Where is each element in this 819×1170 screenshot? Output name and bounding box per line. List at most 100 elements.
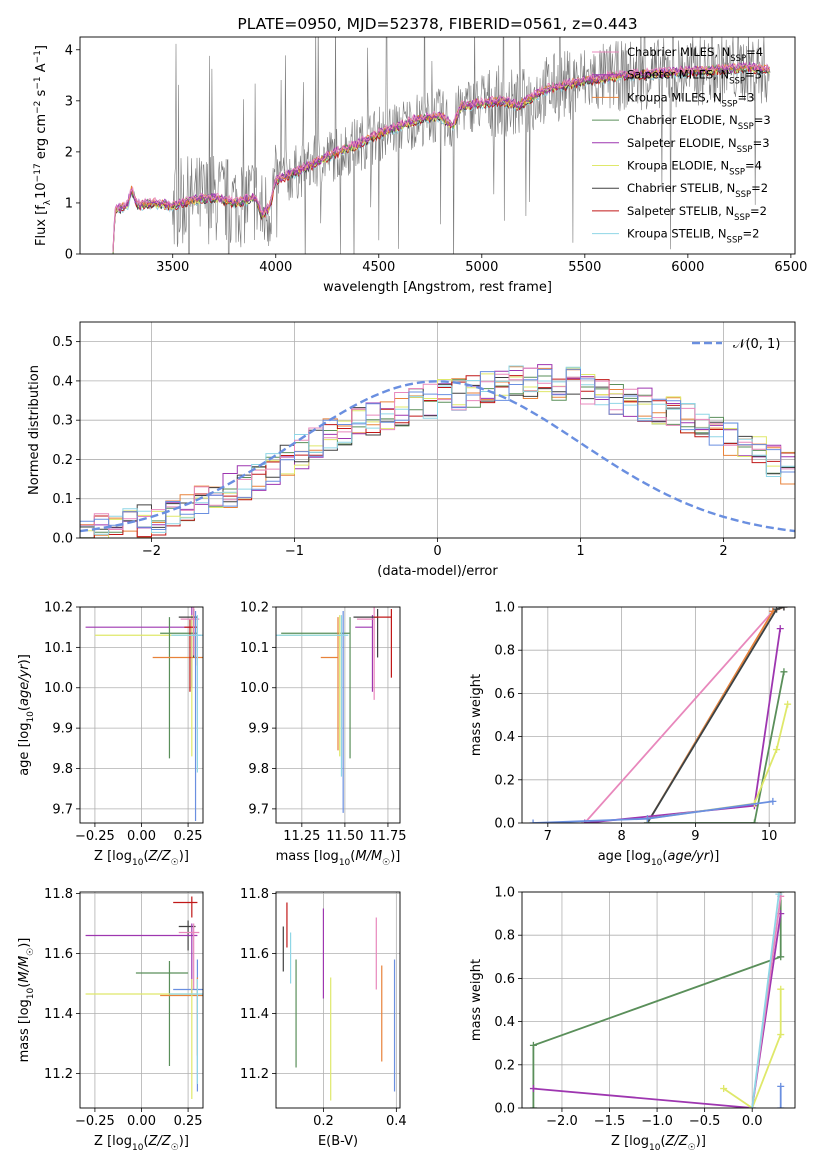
legend-sub: SSP xyxy=(722,99,738,109)
y-tick-label: 4 xyxy=(65,43,73,58)
x-axis-label-part: E(B-V) xyxy=(318,1134,358,1149)
y-tick-label: 0 xyxy=(65,248,73,263)
weight-line-purple xyxy=(584,628,782,823)
weight-marker-yellow xyxy=(777,985,785,993)
y-axis-label-part: −1 xyxy=(33,50,43,63)
normal-reference-curve xyxy=(80,380,795,533)
legend-suffix: =3 xyxy=(737,90,754,104)
chart-title: PLATE=0950, MJD=52378, FIBERID=0561, z=0… xyxy=(237,15,637,33)
y-tick-label: 9.9 xyxy=(248,722,269,737)
x-tick-label: 6000 xyxy=(671,260,704,275)
x-axis-label-part: mass [log xyxy=(276,849,339,864)
y-tick-label: 10.2 xyxy=(240,601,269,616)
y-tick-label: 1.0 xyxy=(494,601,515,616)
age_vs_Z-axes: −0.25 0.00 0.25 9.7 9.8 9.9 10.0 10.1 10.2 Z [log… xyxy=(17,601,204,868)
weight-marker-dark xyxy=(780,607,788,611)
x-axis-label-part: )] xyxy=(709,849,719,864)
y-tick-label: 0.0 xyxy=(494,817,515,832)
x-tick-label: −2.0 xyxy=(546,1114,578,1129)
weight-marker-blue xyxy=(529,819,537,823)
x-tick-label: 4500 xyxy=(362,260,395,275)
x-axis-label-part: ☉ xyxy=(688,1143,696,1153)
y-axis-label-part: M/M xyxy=(17,956,32,983)
y-axis-label-part: 10 xyxy=(26,711,36,723)
weight-marker-yellow xyxy=(777,1031,785,1039)
x-axis-label-part: ( xyxy=(660,1134,665,1149)
y-tick-label: 0.8 xyxy=(494,929,515,944)
age_vs_Z-frame xyxy=(79,606,204,824)
age_vs_mass-plot-area xyxy=(276,607,392,813)
y-tick-label: 0.5 xyxy=(52,335,73,350)
legend-entry: Chabrier STELIB, NSSP=2 xyxy=(627,181,768,200)
y-axis-label-part: 10 xyxy=(34,182,49,199)
x-axis-label: Z [log10(Z/Z☉)] xyxy=(94,849,189,868)
y-tick-label: 10.1 xyxy=(240,641,269,656)
histogram-step-green xyxy=(80,375,795,538)
x-tick-label: 11.50 xyxy=(326,829,363,844)
weight-marker-green xyxy=(780,668,788,676)
weight-line-yellow xyxy=(723,989,782,1108)
y-axis-label-part: age [log xyxy=(17,723,32,776)
y-tick-label: 10.0 xyxy=(240,681,269,696)
weight-marker-blue xyxy=(777,1082,785,1090)
y-tick-label: 0.1 xyxy=(52,492,73,507)
y-tick-label: 0.2 xyxy=(494,1058,515,1073)
weight-marker-purple xyxy=(529,1085,537,1093)
y-tick-label: 0.0 xyxy=(494,1102,515,1117)
legend-suffix: =2 xyxy=(751,181,768,195)
x-axis-label: wavelength [Angstrom, rest frame] xyxy=(323,280,552,295)
y-axis-label-part: −17 xyxy=(33,163,43,182)
x-axis-label-part: )] xyxy=(179,1134,189,1149)
x-axis-label-part: ☉ xyxy=(382,858,390,868)
x-tick-label: 0 xyxy=(433,544,441,559)
x-axis-label-part: 10 xyxy=(651,858,663,868)
y-axis-label-part: mass [log xyxy=(17,999,32,1062)
x-tick-label: 1 xyxy=(576,544,584,559)
x-axis-label-part: Z [log xyxy=(94,849,132,864)
legend-text: Kroupa STELIB, N xyxy=(627,227,727,241)
x-tick-label: 0.25 xyxy=(174,1114,203,1129)
y-axis-label-part: ] xyxy=(34,45,49,50)
y-axis-label: mass weight xyxy=(469,674,484,756)
weight-marker-cyan xyxy=(748,1104,756,1108)
age_vs_mass-axes: 11.25 11.50 11.75 9.7 9.8 9.9 10.0 10.1 10.2 mass… xyxy=(240,601,407,869)
legend-sub: SSP xyxy=(729,77,745,87)
y-axis-label-part: −1 xyxy=(33,76,43,89)
x-axis-label-part: Z [log xyxy=(94,1134,132,1149)
legend-entry: Salpeter STELIB, NSSP=2 xyxy=(627,204,767,223)
x-axis-label: Z [log10(Z/Z☉)] xyxy=(611,1134,706,1153)
weight-marker-yellow xyxy=(773,746,781,754)
y-axis-label-part: age/yr xyxy=(17,663,32,706)
legend-text: Chabrier ELODIE, N xyxy=(627,113,738,127)
mass_vs_ebv-frame xyxy=(275,891,401,1109)
mass_vs_ebv-plot-area xyxy=(282,902,396,1101)
y-axis-label: age [log10(age/yr)] xyxy=(17,654,36,776)
legend-text: Kroupa MILES, N xyxy=(627,90,722,104)
mass_vs_ebv-axes: 0.2 0.4 11.2 11.4 11.6 11.8 E(B-V) xyxy=(240,887,407,1149)
y-tick-label: 0.0 xyxy=(52,532,73,547)
weight_vs_Z-axes: −2.0 −1.5 −1.0 −0.5 0.0 0.0 0.2 0.4 0.6 0.8 1.0 Z [… xyxy=(469,886,796,1153)
legend-suffix: =2 xyxy=(742,227,759,241)
x-axis-label-part: Z/Z xyxy=(148,849,172,864)
y-axis-label-part: A xyxy=(34,63,49,76)
y-tick-label: 9.8 xyxy=(52,762,73,777)
weight-marker-blue xyxy=(643,815,651,823)
x-axis-label-part: Z [log xyxy=(611,1134,649,1149)
weight-marker-blue xyxy=(777,1104,785,1108)
y-axis-label: mass [log10(M/M☉)] xyxy=(17,938,36,1063)
y-axis-label: Flux [fλ10−17 erg cm−2 s−1 A−1] xyxy=(33,45,53,246)
y-axis-label-part: mass weight xyxy=(469,959,484,1041)
histogram-frame xyxy=(79,321,796,539)
y-tick-label: 0.3 xyxy=(52,414,73,429)
x-tick-label: 8 xyxy=(617,829,625,844)
legend-suffix: =3 xyxy=(753,136,770,150)
x-tick-label: 0.0 xyxy=(742,1114,763,1129)
y-tick-label: 11.4 xyxy=(240,1007,269,1022)
x-tick-label: 2 xyxy=(719,544,727,559)
y-tick-label: 0.6 xyxy=(494,972,515,987)
x-axis-label-part: M/M xyxy=(355,849,382,864)
x-axis-label-part: 10 xyxy=(649,1143,661,1153)
legend-entry: Chabrier ELODIE, NSSP=3 xyxy=(627,113,771,132)
